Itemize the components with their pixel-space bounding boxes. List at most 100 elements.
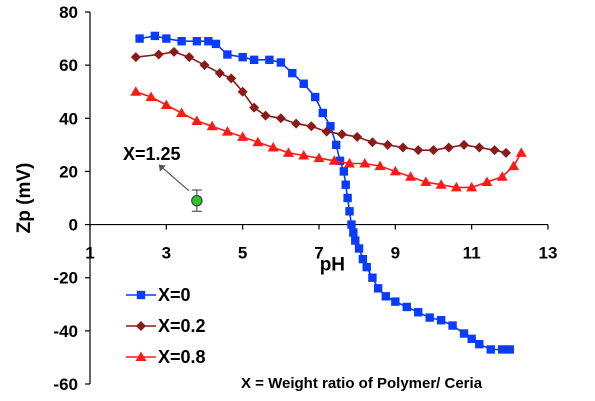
data-point bbox=[358, 254, 368, 264]
data-point bbox=[428, 145, 439, 156]
data-point bbox=[260, 110, 271, 121]
data-point bbox=[352, 131, 363, 142]
data-point bbox=[374, 160, 386, 171]
legend-marker bbox=[135, 351, 147, 361]
legend-item: X=0.8 bbox=[126, 347, 206, 367]
data-point bbox=[299, 79, 308, 88]
data-point bbox=[391, 297, 400, 306]
data-point bbox=[237, 131, 249, 141]
data-point bbox=[486, 345, 495, 354]
data-point bbox=[211, 39, 221, 49]
x-tick-label: 11 bbox=[463, 244, 481, 263]
weight-ratio-note: X = Weight ratio of Polymer/ Ceria bbox=[241, 375, 483, 392]
data-point bbox=[402, 302, 411, 312]
data-point bbox=[347, 220, 356, 229]
data-point bbox=[448, 321, 457, 330]
data-point bbox=[252, 136, 264, 147]
data-point bbox=[145, 91, 157, 102]
data-point bbox=[221, 126, 233, 136]
data-point bbox=[435, 179, 447, 189]
data-point bbox=[413, 145, 424, 156]
y-tick-label: 0 bbox=[69, 216, 78, 235]
data-point bbox=[204, 37, 213, 46]
series-x-0-8 bbox=[130, 86, 527, 192]
data-point bbox=[237, 86, 248, 97]
data-point bbox=[450, 181, 462, 192]
x-tick-label: 3 bbox=[162, 244, 171, 263]
series-layer bbox=[130, 31, 527, 354]
legend-label: X=0.8 bbox=[158, 347, 206, 367]
data-point bbox=[405, 171, 417, 181]
data-point bbox=[298, 149, 310, 160]
data-point bbox=[436, 316, 446, 325]
data-point bbox=[176, 107, 188, 117]
data-point bbox=[238, 52, 247, 62]
x-tick-label: 9 bbox=[391, 244, 400, 263]
annotation-arrowhead bbox=[158, 164, 166, 172]
data-point bbox=[425, 313, 434, 322]
data-point bbox=[191, 115, 203, 125]
legend-marker bbox=[136, 321, 146, 331]
data-point bbox=[382, 139, 393, 150]
x-tick-label: 5 bbox=[238, 244, 247, 263]
data-point bbox=[267, 142, 279, 152]
legend-label: X=0 bbox=[158, 285, 191, 305]
series-line bbox=[135, 51, 507, 154]
data-point bbox=[326, 122, 335, 131]
x-tick-label: 7 bbox=[314, 244, 323, 263]
data-point bbox=[184, 52, 195, 63]
series-line bbox=[139, 35, 510, 351]
legend-marker bbox=[136, 290, 146, 300]
data-point bbox=[336, 129, 347, 140]
data-point bbox=[351, 236, 360, 245]
data-point bbox=[265, 55, 274, 65]
data-point bbox=[349, 228, 358, 237]
extra-point-layer bbox=[158, 164, 203, 212]
y-tick-label: -20 bbox=[53, 269, 78, 288]
x-1.25-data-point bbox=[191, 194, 203, 207]
data-point bbox=[459, 139, 470, 150]
data-point bbox=[498, 345, 507, 354]
data-point bbox=[135, 34, 144, 43]
data-point bbox=[130, 52, 141, 63]
data-point bbox=[288, 68, 297, 78]
data-point bbox=[397, 142, 408, 153]
y-axis-title: Zp (mV) bbox=[14, 163, 35, 234]
legend-item: X=0 bbox=[126, 285, 191, 305]
data-point bbox=[199, 60, 210, 71]
x-axis-title: pH bbox=[320, 255, 345, 276]
data-point bbox=[467, 334, 476, 344]
data-point bbox=[276, 58, 286, 67]
data-point bbox=[214, 68, 225, 79]
data-point bbox=[162, 34, 171, 43]
data-point bbox=[505, 345, 515, 354]
data-point bbox=[354, 244, 364, 253]
data-point bbox=[515, 147, 527, 157]
series-line bbox=[135, 90, 522, 189]
axes bbox=[85, 11, 549, 385]
annotation-arrow bbox=[158, 164, 190, 192]
data-point bbox=[206, 120, 218, 131]
data-point bbox=[414, 308, 423, 317]
y-tick-label: -60 bbox=[53, 375, 78, 394]
data-point bbox=[335, 156, 345, 165]
data-point bbox=[291, 118, 302, 129]
x-1.25-annotation: X=1.25 bbox=[123, 144, 181, 164]
data-point bbox=[313, 152, 325, 163]
data-point bbox=[339, 167, 349, 176]
data-point bbox=[373, 284, 383, 293]
data-point bbox=[192, 37, 202, 46]
data-point bbox=[343, 193, 352, 203]
data-point bbox=[481, 176, 493, 187]
data-point bbox=[328, 155, 340, 165]
y-tick-label: -40 bbox=[53, 322, 78, 341]
data-point bbox=[496, 171, 508, 181]
series-x-0-2 bbox=[130, 46, 512, 158]
data-point bbox=[321, 126, 332, 137]
series-x-0 bbox=[135, 31, 515, 354]
data-point bbox=[475, 339, 484, 349]
data-point bbox=[344, 157, 356, 168]
x-tick-label: 13 bbox=[539, 244, 558, 263]
data-point bbox=[275, 113, 286, 124]
